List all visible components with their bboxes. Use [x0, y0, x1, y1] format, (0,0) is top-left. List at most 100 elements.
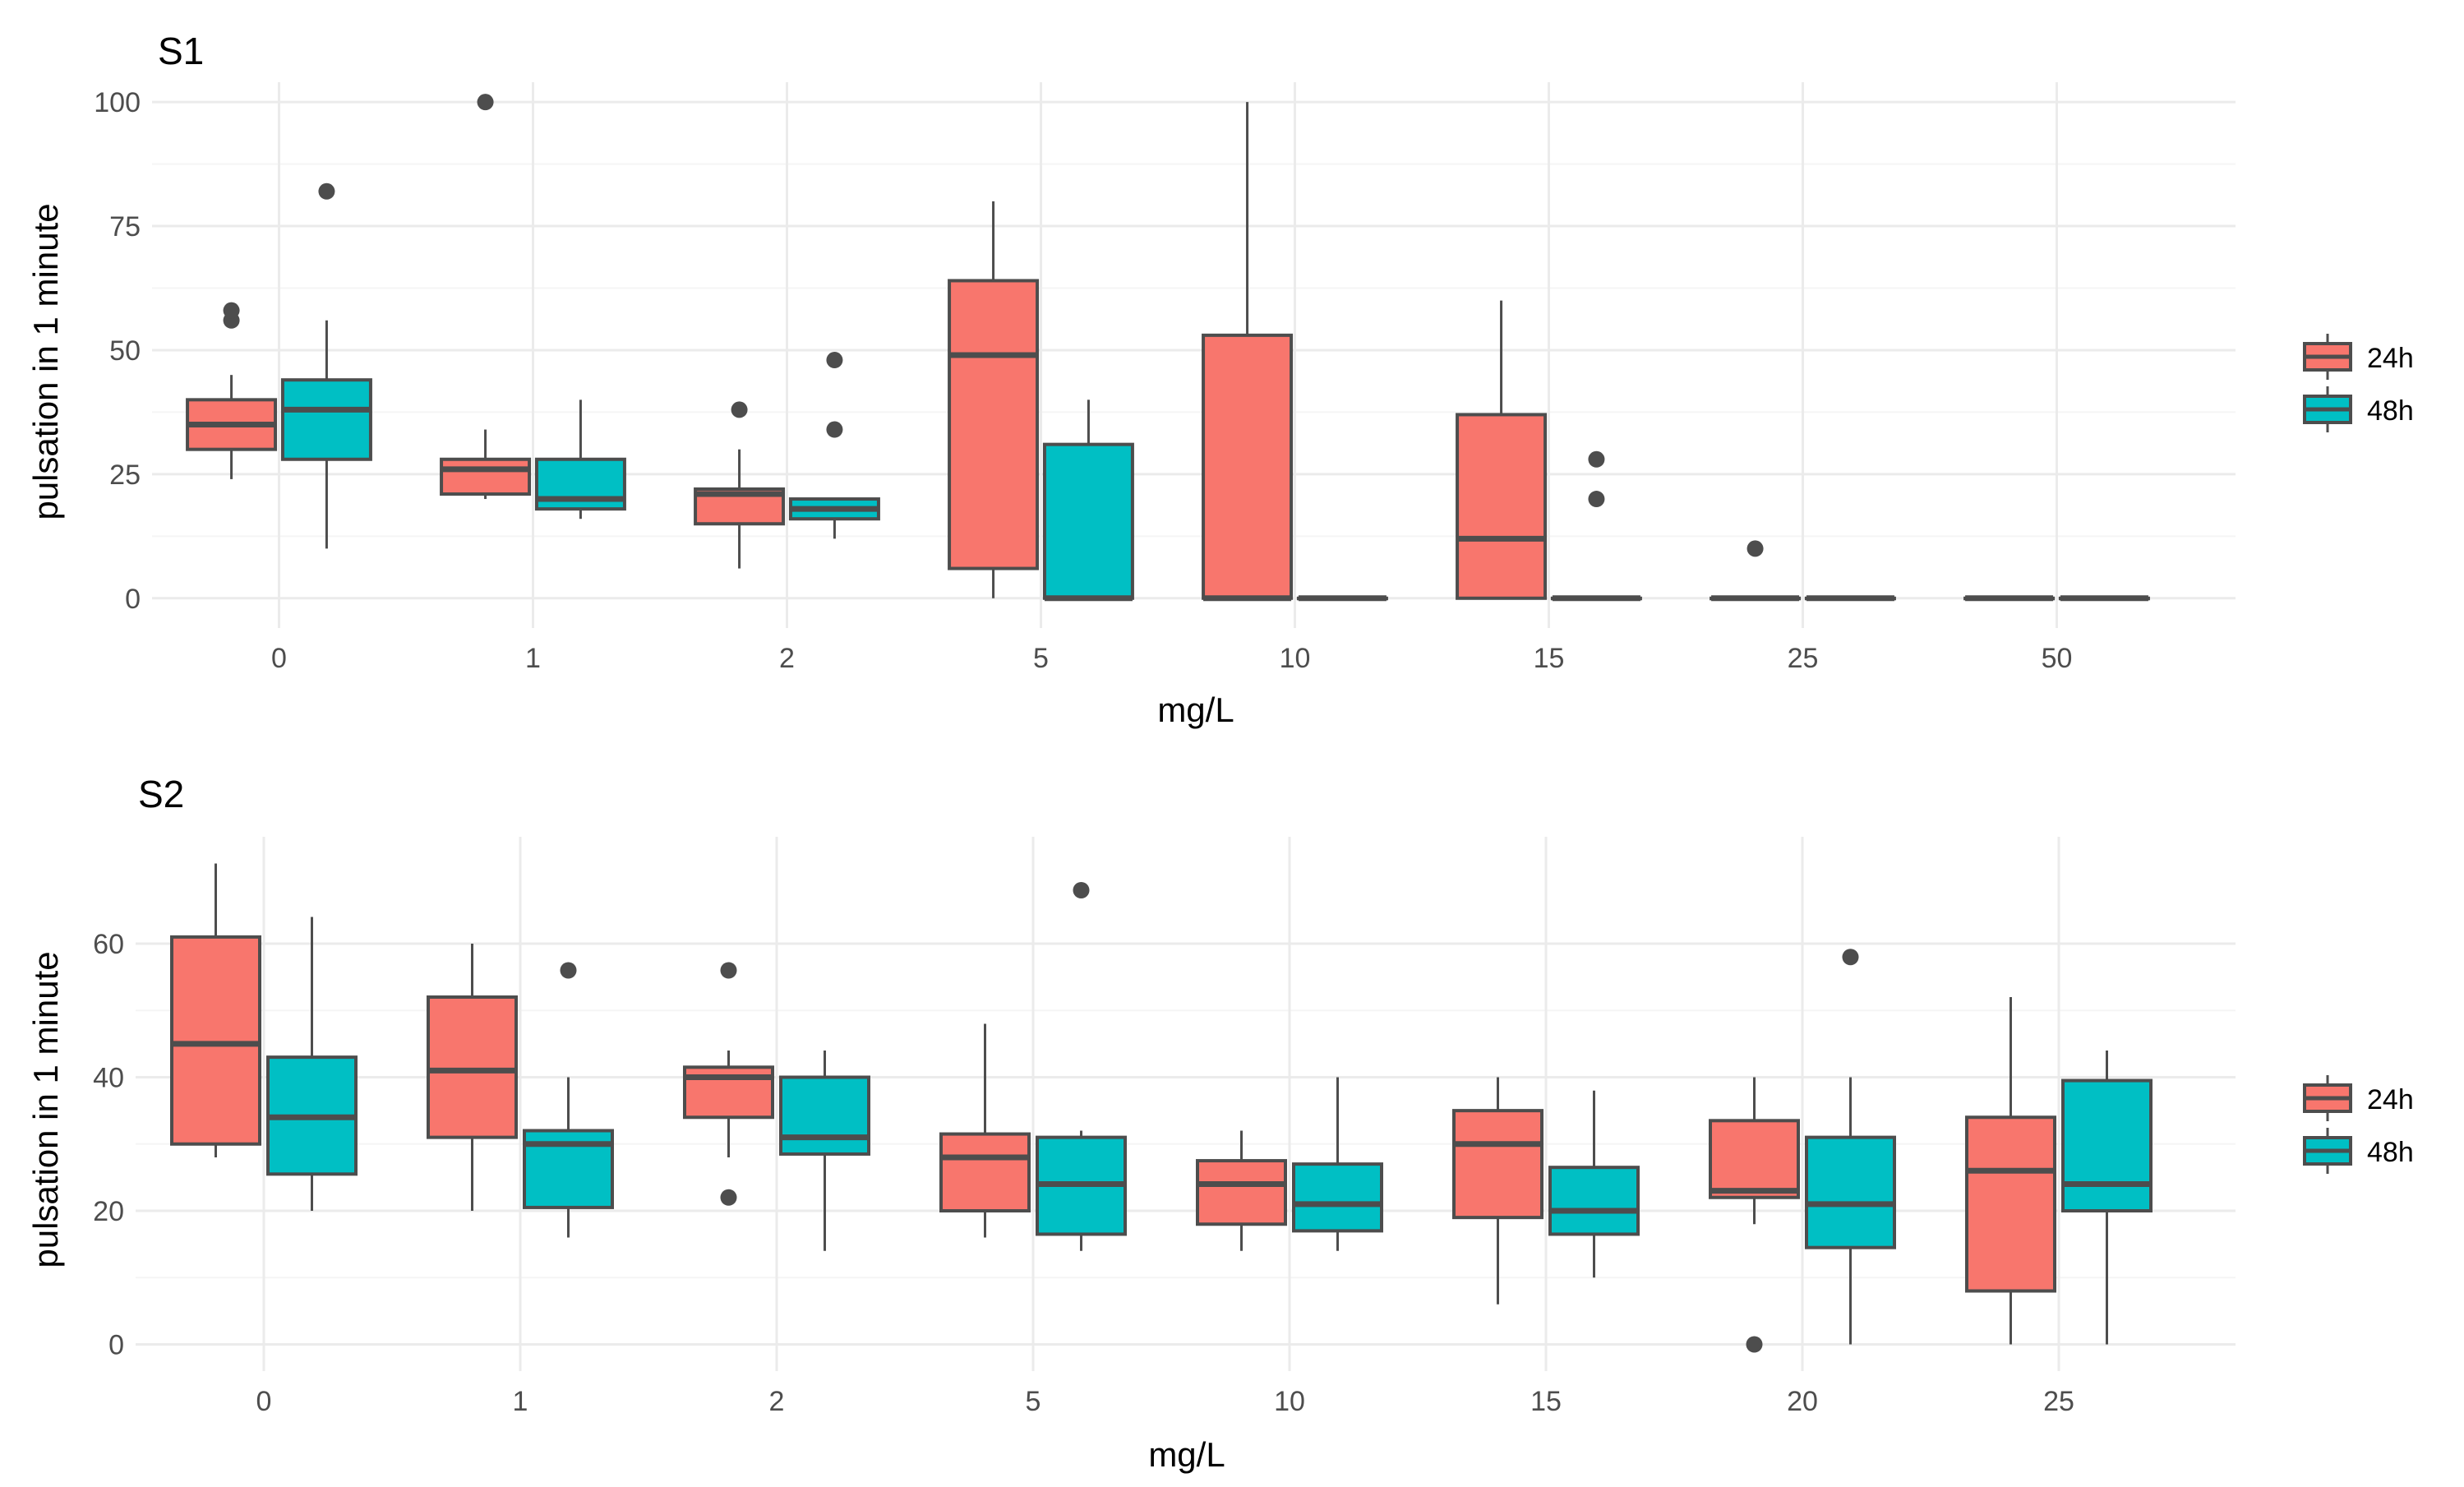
y-tick-label: 75: [109, 211, 141, 242]
box-24h-15: [1452, 1077, 1543, 1305]
box-24h-0: [186, 302, 278, 479]
outlier-point: [826, 421, 843, 438]
outlier-point: [1588, 450, 1605, 468]
box-48h-2: [779, 1051, 870, 1251]
legend-item-48h: 48h: [2303, 1128, 2414, 1174]
x-tick-label: 15: [1530, 1386, 1562, 1417]
x-tick-label: 10: [1274, 1386, 1305, 1417]
x-axis-title: mg/L: [1148, 1435, 1225, 1474]
legend-label: 48h: [2367, 1137, 2414, 1168]
outlier-point: [1842, 949, 1859, 966]
box-rect: [170, 935, 261, 1146]
box-48h-15: [1550, 450, 1642, 602]
box-48h-2: [788, 352, 880, 539]
legend-item-24h: 24h: [2303, 1075, 2414, 1121]
box-rect: [440, 457, 532, 496]
x-tick-label: 10: [1280, 643, 1311, 674]
outlier-point: [826, 352, 843, 369]
box-24h-20: [1709, 1077, 1800, 1353]
box-rect: [948, 279, 1040, 570]
box-rect: [1548, 1166, 1640, 1236]
y-axis-title: pulsation in 1 minute: [26, 951, 65, 1268]
legend: 24h 48h: [2303, 1075, 2414, 1174]
y-axis-title: pulsation in 1 minute: [26, 203, 65, 520]
outlier-point: [720, 1189, 737, 1206]
x-tick-label: 5: [1026, 1386, 1041, 1417]
box-rect: [1196, 1159, 1287, 1226]
y-tick-label: 60: [93, 929, 124, 960]
box-rect: [939, 1132, 1031, 1212]
panel-title: S1: [158, 30, 204, 72]
y-tick-label: 0: [108, 1330, 124, 1361]
outlier-point: [560, 962, 577, 979]
legend: 24h 48h: [2303, 334, 2414, 432]
grid: [152, 82, 2236, 628]
y-tick-labels: 0 25 50 75 100: [94, 87, 141, 615]
box-24h-1: [427, 944, 518, 1211]
outlier-point: [477, 94, 494, 111]
box-48h-0: [266, 917, 358, 1211]
box-48h-5: [1036, 882, 1127, 1251]
legend-item-48h: 48h: [2303, 386, 2414, 432]
x-tick-labels: 0 1 2 5 10 15 25 50: [271, 643, 2072, 674]
outlier-point: [318, 182, 335, 200]
y-tick-label: 25: [109, 459, 141, 491]
legend-item-24h: 24h: [2303, 334, 2414, 380]
box-24h-1: [440, 94, 532, 500]
legend-label: 48h: [2367, 395, 2414, 427]
x-tick-label: 0: [271, 643, 287, 674]
outlier-point: [1746, 540, 1764, 557]
box-24h-0: [170, 863, 261, 1157]
box-rect: [1805, 1135, 1896, 1249]
x-tick-label: 5: [1033, 643, 1049, 674]
box-24h-25: [1965, 997, 2056, 1345]
box-24h-5: [948, 201, 1040, 598]
box-24h-2: [694, 401, 786, 569]
box-48h-1: [523, 962, 614, 1238]
box-48h-20: [1805, 949, 1896, 1345]
box-rect: [1202, 333, 1294, 600]
box-24h-50: [1963, 595, 2056, 602]
box-rect: [779, 1075, 870, 1156]
box-48h-0: [280, 182, 372, 549]
box-48h-50: [2058, 595, 2150, 602]
box-24h-2: [683, 962, 774, 1206]
box-rect: [1292, 1162, 1383, 1233]
box-rect: [1709, 1119, 1800, 1199]
y-tick-label: 40: [93, 1063, 124, 1094]
box-24h-10: [1202, 102, 1294, 602]
y-tick-label: 50: [109, 335, 141, 367]
boxes: [170, 863, 2153, 1353]
box-rect: [1452, 1109, 1543, 1220]
box-24h-10: [1196, 1130, 1287, 1251]
box-48h-1: [534, 399, 626, 520]
box-48h-10: [1296, 595, 1388, 602]
x-axis-title: mg/L: [1157, 690, 1234, 729]
box-24h-15: [1456, 300, 1548, 600]
box-rect: [1965, 1115, 2056, 1293]
box-rect: [280, 378, 372, 461]
x-tick-label: 15: [1534, 643, 1565, 674]
box-rect: [1456, 413, 1548, 600]
x-tick-labels: 0 1 2 5 10 15 20 25: [256, 1386, 2074, 1417]
boxes: [186, 94, 2150, 602]
x-tick-label: 0: [256, 1386, 272, 1417]
outlier-point: [223, 302, 240, 319]
outlier-point: [731, 401, 748, 418]
box-48h-25: [2061, 1051, 2153, 1345]
x-tick-label: 1: [525, 643, 541, 674]
outlier-point: [720, 962, 737, 979]
x-tick-label: 20: [1787, 1386, 1818, 1417]
legend-label: 24h: [2367, 1084, 2414, 1115]
y-tick-label: 100: [94, 87, 141, 118]
x-tick-label: 1: [513, 1386, 528, 1417]
y-tick-label: 0: [125, 584, 141, 615]
x-tick-label: 25: [1788, 643, 1819, 674]
box-48h-5: [1042, 399, 1134, 602]
box-rect: [2061, 1078, 2153, 1212]
outlier-point: [1073, 882, 1090, 898]
x-tick-label: 2: [779, 643, 795, 674]
